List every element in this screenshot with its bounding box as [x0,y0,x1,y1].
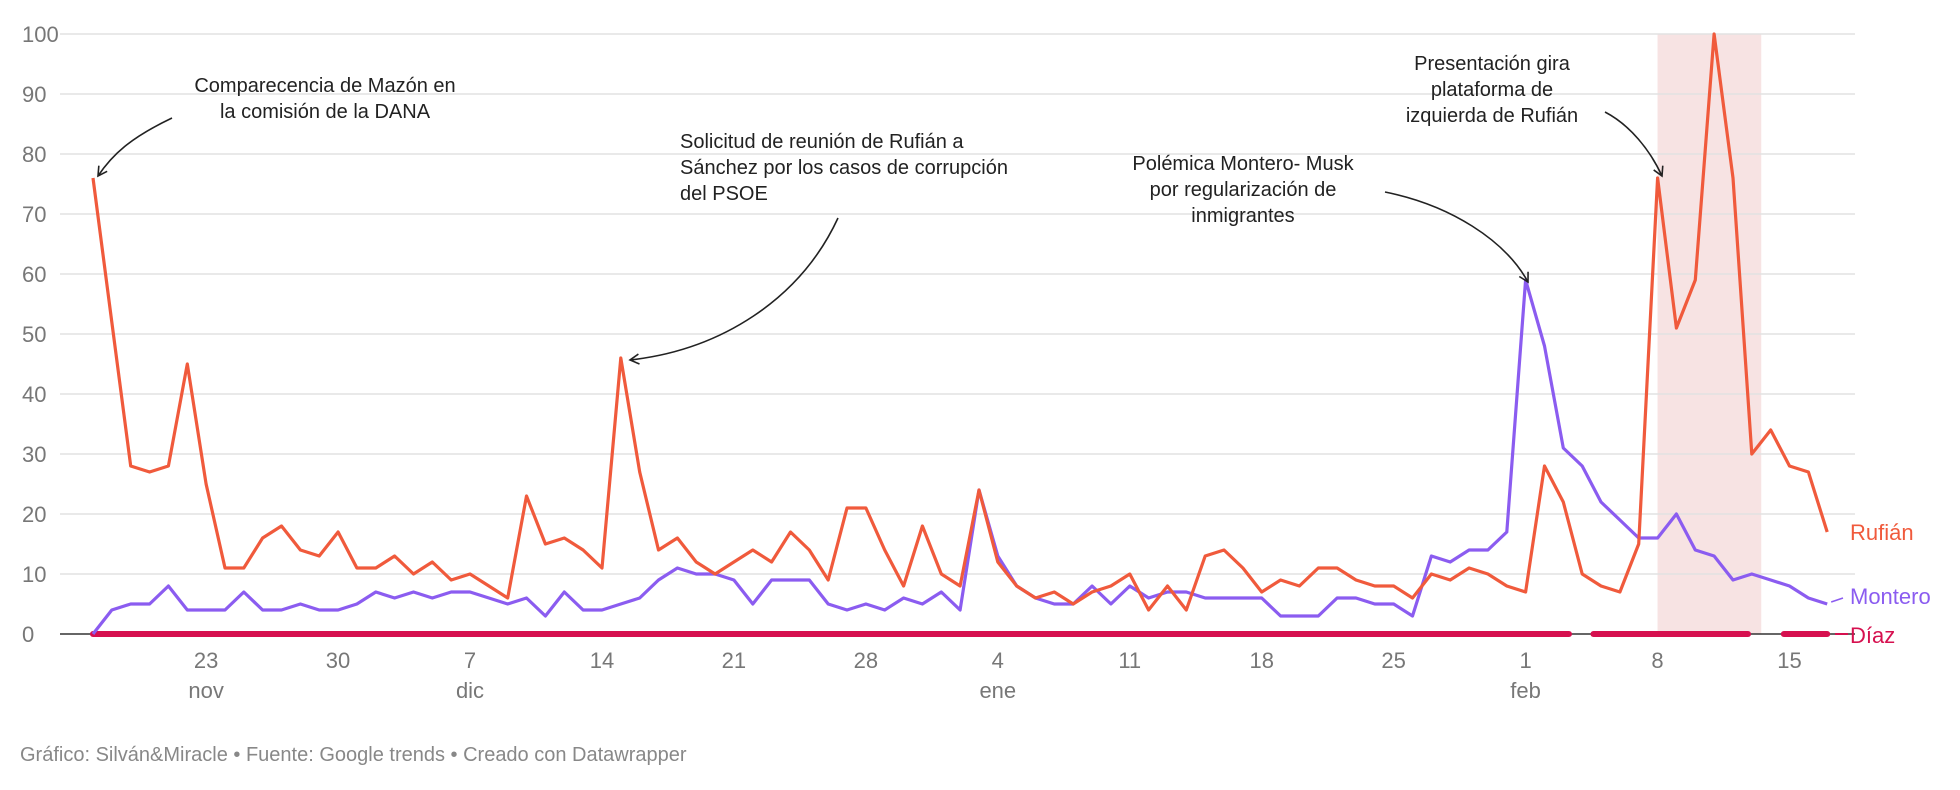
x-tick-label: 4 [992,648,1004,673]
y-tick-label: 0 [22,622,34,647]
annotation-text: del PSOE [680,183,768,205]
annotation-text: plataforma de [1431,79,1553,101]
x-tick-label: 1 [1519,648,1531,673]
x-tick-label: 15 [1777,648,1801,673]
y-tick-label: 80 [22,142,46,167]
x-tick-month-label: feb [1510,678,1541,703]
line-chart: 0 10 20 30 40 50 60 70 80 90 100 23 nov 30 7 dic 14 21 28 4… [22,22,1931,703]
y-tick-label: 90 [22,82,46,107]
series-label-montero: Montero [1850,584,1931,609]
x-tick-month-label: ene [979,678,1016,703]
annotation-text: izquierda de Rufián [1406,105,1578,127]
x-tick-label: 25 [1381,648,1405,673]
series-label-diaz: Díaz [1850,623,1895,648]
annotation-text: por regularización de [1150,179,1337,201]
x-tick-label: 7 [464,648,476,673]
x-tick-month-label: nov [188,678,223,703]
y-tick-label: 20 [22,502,46,527]
annotation-arrow [1604,111,1664,178]
y-tick-label: 40 [22,382,46,407]
x-tick-label: 11 [1118,648,1141,673]
y-tick-label: 70 [22,202,46,227]
x-tick-label: 21 [722,648,746,673]
annotation-text: Presentación gira [1414,53,1571,75]
y-tick-label: 60 [22,262,46,287]
montero-label-connector [1830,597,1844,603]
x-tick-month-label: dic [456,678,484,703]
annotation-arrow [628,217,839,365]
x-tick-label: 28 [854,648,878,673]
y-tick-label: 50 [22,322,46,347]
annotation-text: Comparecencia de Mazón en [194,75,455,97]
y-tick-label: 30 [22,442,46,467]
annotation-text: Sánchez por los casos de corrupción [680,157,1008,179]
series-line-rufian [91,32,1829,612]
annotation-arrow [97,117,173,178]
y-tick-label: 10 [22,562,46,587]
x-tick-label: 14 [590,648,614,673]
x-tick-label: 23 [194,648,218,673]
series-line-montero [91,278,1828,635]
chart-footer: Gráfico: Silván&Miracle • Fuente: Google… [20,744,687,766]
y-tick-label: 100 [22,22,59,47]
annotation-arrow [1384,191,1529,284]
annotation-text: Polémica Montero- Musk [1132,153,1354,175]
annotation-text: inmigrantes [1191,205,1294,227]
annotation-text: la comisión de la DANA [220,101,431,123]
annotation-text: Solicitud de reunión de Rufián a [680,131,964,153]
series-label-rufian: Rufián [1850,520,1914,545]
x-tick-label: 30 [326,648,350,673]
x-tick-label: 8 [1651,648,1663,673]
x-tick-label: 18 [1249,648,1273,673]
